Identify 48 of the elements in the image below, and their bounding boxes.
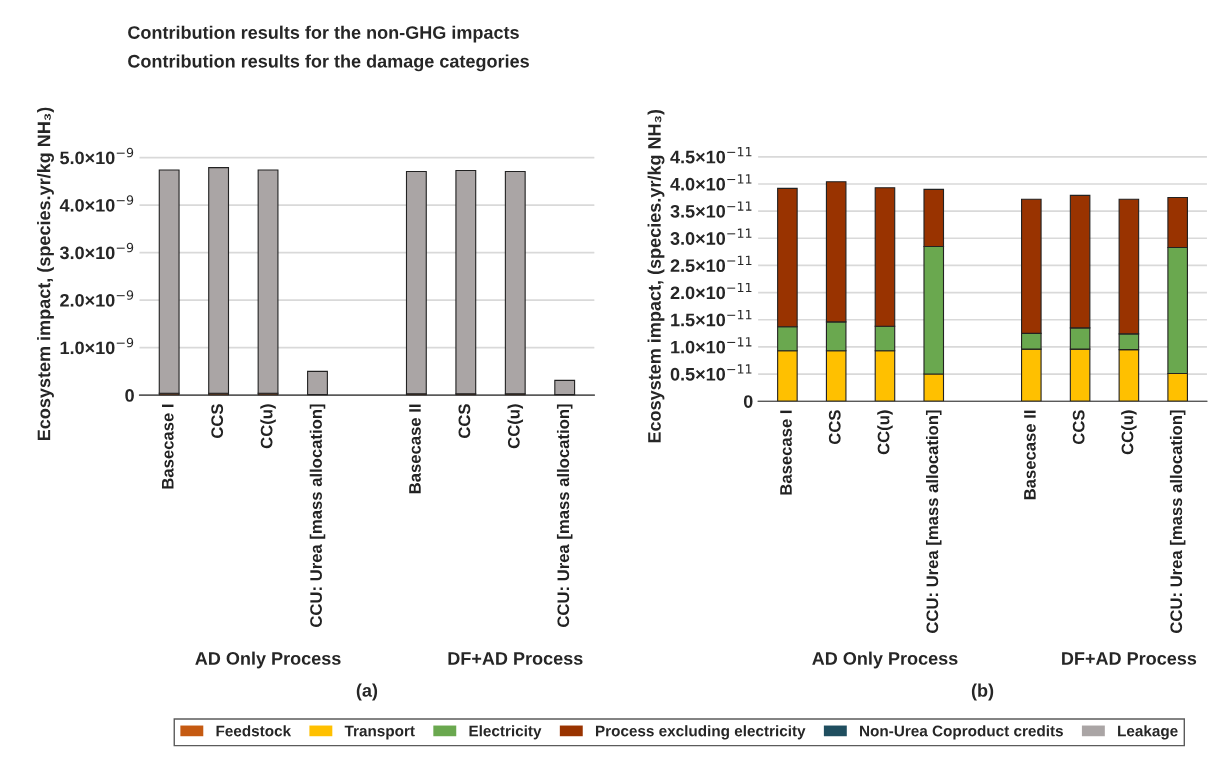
chart-subtitle: Contribution results for the damage categories bbox=[128, 54, 529, 72]
y-tick-label: 3.0×10$^{−9}$ bbox=[59, 242, 134, 260]
x-tick-label: CCU: Urea [mass allocation] bbox=[925, 410, 942, 633]
x-tick-label: CC(u) bbox=[877, 410, 893, 455]
x-tick-label: CCU: Urea [mass allocation] bbox=[1169, 410, 1186, 633]
x-tick-label: CCS bbox=[828, 410, 841, 445]
text: (b) bbox=[971, 683, 994, 701]
legend-label: Process excluding electricity bbox=[595, 725, 806, 740]
x-tick-label: CCU: Urea [mass allocation] bbox=[309, 404, 326, 627]
x-tick-label: Basecase II bbox=[1024, 410, 1036, 500]
y-axis-title: Ecosystem impact, (species.yr/kg NH₃) bbox=[37, 107, 54, 441]
y-tick-label: 3.5×10$^{−11}$ bbox=[670, 201, 752, 218]
text: (a) bbox=[356, 683, 378, 701]
legend-label: Non-Urea Coproduct credits bbox=[860, 725, 1063, 740]
x-tick-label: Basecase II bbox=[409, 404, 421, 494]
y-tick-label: 1.0×10$^{−9}$ bbox=[60, 337, 134, 355]
y-tick-label: 0 bbox=[743, 395, 753, 408]
y-tick-label: 4.0×10$^{−9}$ bbox=[59, 195, 134, 212]
text: DF+AD Process bbox=[448, 652, 583, 665]
x-tick-label: CC(u) bbox=[507, 404, 524, 449]
legend-label: Leakage bbox=[1118, 725, 1178, 740]
chart-title: Contribution results for the non-GHG impacts bbox=[128, 25, 519, 43]
y-tick-label: 1.0×10$^{−11}$ bbox=[671, 337, 752, 354]
x-tick-label: Basecase I bbox=[162, 404, 174, 489]
legend-label: Feedstock bbox=[216, 725, 292, 737]
y-axis-title: Ecosystem impact, (species.yr/kg NH₃) bbox=[647, 109, 665, 443]
text: AD Only Process bbox=[195, 651, 341, 669]
legend-label: Transport bbox=[344, 725, 415, 740]
y-tick-label: 0.5×10$^{−11}$ bbox=[670, 364, 752, 381]
x-tick-label: CCS bbox=[211, 404, 224, 438]
legend-label: Electricity bbox=[469, 725, 542, 740]
x-tick-label: CCS bbox=[1072, 410, 1085, 445]
x-tick-label: CC(u) bbox=[1121, 410, 1137, 455]
x-tick-label: CCS bbox=[458, 404, 471, 438]
y-tick-label: 1.5×10$^{−11}$ bbox=[671, 310, 752, 327]
text: DF+AD Process bbox=[1062, 652, 1197, 665]
text: AD Only Process bbox=[812, 651, 958, 669]
y-tick-label: 0 bbox=[125, 389, 134, 402]
y-tick-label: 3.0×10$^{−11}$ bbox=[670, 228, 752, 245]
y-tick-label: 4.5×10$^{−11}$ bbox=[670, 147, 752, 164]
x-tick-label: Basecase I bbox=[780, 410, 792, 495]
y-tick-label: 5.0×10$^{−9}$ bbox=[60, 147, 134, 165]
y-tick-label: 2.0×10$^{−9}$ bbox=[60, 290, 134, 307]
y-tick-label: 2.0×10$^{−11}$ bbox=[670, 282, 752, 300]
y-tick-label: 4.0×10$^{−11}$ bbox=[670, 174, 752, 191]
x-tick-label: CC(u) bbox=[260, 404, 276, 449]
y-tick-label: 2.5×10$^{−11}$ bbox=[670, 255, 752, 273]
x-tick-label: CCU: Urea [mass allocation] bbox=[556, 404, 573, 627]
